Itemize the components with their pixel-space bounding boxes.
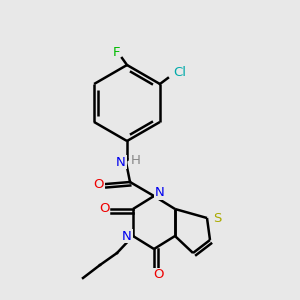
Text: O: O [154,268,164,281]
Text: O: O [99,202,109,215]
Text: H: H [131,154,141,166]
Text: N: N [116,155,126,169]
Text: Cl: Cl [173,65,186,79]
Text: N: N [155,187,165,200]
Text: N: N [122,230,132,242]
Text: O: O [94,178,104,190]
Text: F: F [112,46,120,59]
Text: S: S [213,212,221,224]
